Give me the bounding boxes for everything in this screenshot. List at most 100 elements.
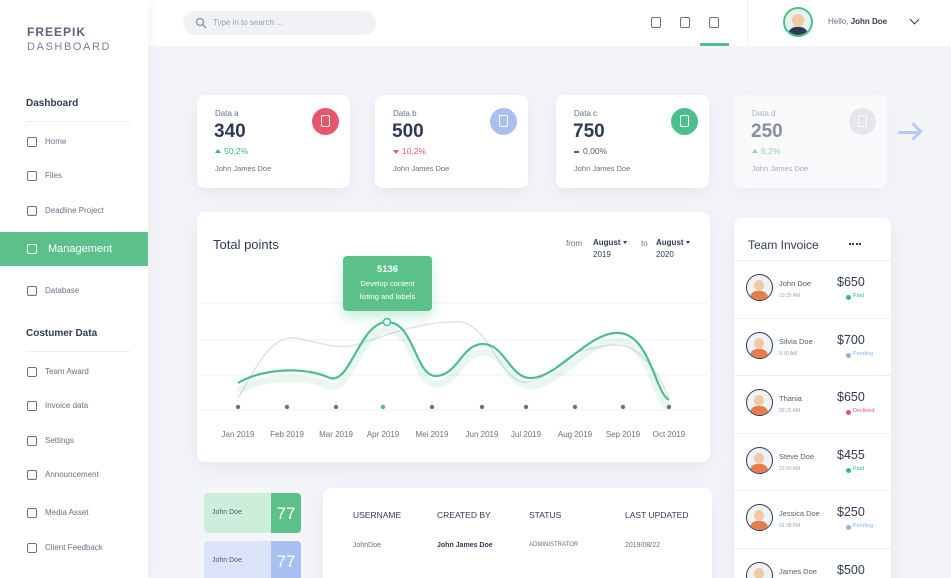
menu-item[interactable]: Management xyxy=(48,243,113,255)
menu-item[interactable]: Database xyxy=(45,286,80,295)
quick-value-bg xyxy=(271,541,301,578)
status-dot xyxy=(846,410,851,415)
avatar xyxy=(746,274,773,301)
avatar xyxy=(746,504,773,531)
quick-value: 77 xyxy=(276,552,296,571)
avatar-face xyxy=(754,280,764,291)
trend-indicator xyxy=(393,150,399,154)
range-to-month: August xyxy=(656,238,684,247)
month-dot xyxy=(620,404,626,410)
greeting: Hello, xyxy=(828,17,851,26)
search-placeholder: Type in to search ... xyxy=(213,18,283,27)
status-dot xyxy=(846,295,851,300)
top-icon[interactable] xyxy=(651,17,661,28)
table-card: USERNAME CREATED BY STATUS LAST UPDATED John… xyxy=(323,488,712,578)
invoice-title: Team Invoice xyxy=(748,238,819,252)
menu-active-bg xyxy=(0,232,148,266)
avatar-face xyxy=(754,510,764,521)
card-icon-glyph xyxy=(499,115,508,127)
x-label: Mar 2019 xyxy=(319,430,353,439)
row-rule xyxy=(734,432,891,434)
quick-value-bg xyxy=(271,493,301,533)
range-from-year: 2019 xyxy=(593,250,611,259)
row-rule xyxy=(734,375,891,376)
menu-item[interactable]: Announcement xyxy=(45,470,99,479)
invoice-amount: $650 xyxy=(837,390,865,404)
x-label: Oct 2019 xyxy=(652,430,686,439)
invoice-status: Paid xyxy=(853,465,865,472)
invoice-time: 10:35 AM xyxy=(779,293,801,299)
avatar[interactable] xyxy=(783,7,813,37)
top-icon[interactable] xyxy=(709,17,719,28)
tooltip-text: listing and labels xyxy=(359,292,416,301)
chart-plot xyxy=(200,302,707,412)
invoice-status: Pending xyxy=(853,350,874,357)
quick-card[interactable]: John Doe 77 xyxy=(204,493,301,533)
card-value: 250 xyxy=(751,121,783,142)
table-header: STATUS xyxy=(529,510,562,520)
next-arrow-head[interactable] xyxy=(904,122,923,141)
table-header: LAST UPDATED xyxy=(625,510,689,520)
stat-card: Data c 750 0,00% John James Doe xyxy=(556,95,709,188)
avatar xyxy=(746,561,773,578)
invoice-status: Paid xyxy=(853,293,865,299)
card-owner: John James Doe xyxy=(574,164,631,173)
menu-icon xyxy=(27,171,37,181)
x-label: Sep 2019 xyxy=(605,430,641,439)
stat-card: Data d 250 6,2% John James Doe xyxy=(734,95,887,188)
card-value: 500 xyxy=(392,121,424,142)
menu-item[interactable]: Media Asset xyxy=(45,508,89,517)
x-label: Apr 2019 xyxy=(366,430,400,439)
next-arrow[interactable] xyxy=(898,131,920,134)
quick-name: John Doe xyxy=(212,509,242,516)
range-to-label: to xyxy=(641,239,648,248)
card-label: Data a xyxy=(215,109,239,118)
highlight-point xyxy=(382,317,392,327)
search-box[interactable]: Type in to search ... xyxy=(183,11,376,35)
avatar-face xyxy=(754,395,764,406)
chart-title: Total points xyxy=(213,237,279,252)
more-menu[interactable] xyxy=(849,243,861,248)
section-rule xyxy=(26,121,130,122)
card-icon xyxy=(312,108,339,135)
month-dot xyxy=(429,404,435,410)
menu-item[interactable]: Settings xyxy=(45,436,74,445)
menu-item[interactable]: Files xyxy=(45,171,62,180)
user-greeting: Hello, John Doe xyxy=(828,17,887,26)
menu-item[interactable]: Client Feedback xyxy=(45,543,103,552)
card-value: 340 xyxy=(214,121,246,142)
menu-item[interactable]: Home xyxy=(45,137,67,146)
month-dot xyxy=(666,404,672,410)
avatar-face xyxy=(754,452,764,464)
dropdown-caret[interactable] xyxy=(623,241,627,244)
top-icon[interactable] xyxy=(680,17,690,28)
status-dot xyxy=(846,525,851,530)
invoice-name: James Doe xyxy=(779,566,817,576)
tooltip-text: Develop content xyxy=(360,279,415,288)
invoice-time: 9:30 AM xyxy=(779,350,798,357)
quick-name: John Doe xyxy=(212,557,242,564)
quick-card[interactable]: John Doe 77 xyxy=(204,541,301,578)
range-from-label: from xyxy=(566,239,582,248)
dropdown-caret[interactable] xyxy=(686,241,690,244)
month-dot xyxy=(235,404,241,410)
x-label: Mei 2019 xyxy=(415,430,449,439)
menu-item[interactable]: Deadline Project xyxy=(45,206,104,215)
invoice-amount: $500 xyxy=(837,562,865,577)
invoice-time: 01:38 PM xyxy=(779,523,801,529)
stat-card: Data a 340 50,2% John James Doe xyxy=(197,95,350,188)
status-dot xyxy=(846,467,851,473)
menu-item[interactable]: Team Award xyxy=(45,367,89,376)
table-cell: John James Doe xyxy=(437,542,493,549)
avatar-face xyxy=(792,14,804,27)
trend-indicator xyxy=(752,149,758,153)
invoice-amount: $250 xyxy=(837,505,865,519)
row-rule xyxy=(734,490,891,491)
menu-item[interactable]: Invoice data xyxy=(45,401,89,410)
card-label: Data d xyxy=(752,109,776,118)
menu-icon xyxy=(27,137,37,147)
month-dot xyxy=(284,404,290,410)
menu-icon xyxy=(27,206,37,216)
card-label: Data c xyxy=(574,109,598,118)
